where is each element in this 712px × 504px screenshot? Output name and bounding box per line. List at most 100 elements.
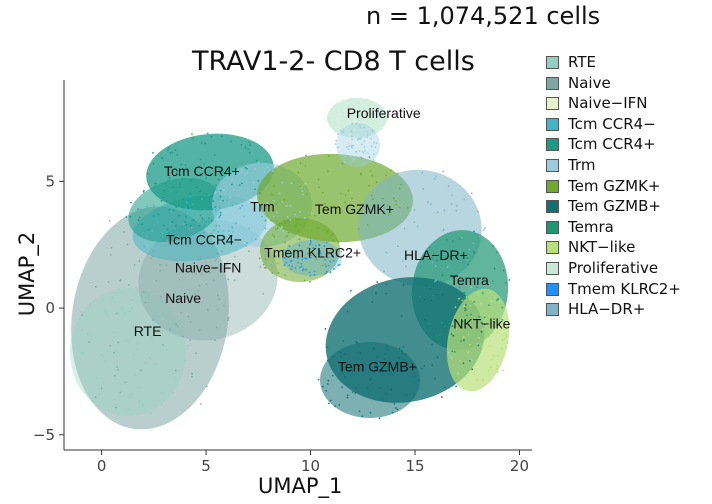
- scatter-point: [132, 227, 135, 230]
- scatter-point: [366, 136, 369, 139]
- legend-label: Trm: [568, 156, 596, 174]
- scatter-point: [488, 304, 490, 307]
- scatter-point: [299, 210, 302, 213]
- scatter-point: [304, 182, 307, 185]
- scatter-point: [142, 190, 145, 193]
- scatter-point: [411, 294, 413, 297]
- scatter-point: [455, 385, 458, 388]
- scatter-point: [425, 284, 428, 287]
- scatter-point: [501, 306, 504, 309]
- scatter-point: [199, 234, 202, 237]
- scatter-point: [276, 227, 279, 230]
- scatter-point: [350, 197, 353, 200]
- scatter-point: [175, 206, 178, 208]
- scatter-point: [496, 371, 499, 373]
- scatter-point: [451, 325, 454, 328]
- scatter-point: [116, 351, 118, 354]
- scatter-point: [368, 184, 370, 187]
- scatter-point: [219, 195, 222, 198]
- scatter-point: [195, 272, 198, 275]
- scatter-point: [333, 123, 336, 126]
- scatter-point: [88, 341, 91, 344]
- scatter-point: [169, 321, 172, 324]
- scatter-point: [330, 234, 333, 237]
- scatter-point: [163, 189, 166, 192]
- scatter-point: [227, 317, 230, 319]
- legend-label: Tem GZMK+: [568, 176, 661, 195]
- scatter-point: [142, 212, 145, 215]
- scatter-point: [176, 154, 179, 156]
- scatter-point: [349, 155, 352, 158]
- scatter-point: [348, 145, 350, 148]
- scatter-point: [465, 376, 467, 379]
- scatter-point: [81, 314, 83, 316]
- scatter-point: [410, 365, 413, 368]
- scatter-point: [389, 208, 392, 211]
- scatter-point: [483, 229, 485, 231]
- scatter-point: [344, 376, 347, 379]
- scatter-point: [388, 361, 391, 363]
- scatter-point: [393, 402, 396, 405]
- scatter-point: [337, 264, 340, 267]
- scatter-point: [296, 234, 298, 237]
- scatter-point: [377, 366, 380, 368]
- scatter-point: [359, 155, 362, 158]
- scatter-point: [402, 283, 405, 286]
- scatter-point: [184, 359, 187, 362]
- scatter-point: [353, 128, 355, 131]
- scatter-point: [344, 194, 347, 196]
- scatter-point: [263, 171, 266, 173]
- scatter-point: [372, 198, 374, 201]
- scatter-point: [351, 122, 353, 125]
- scatter-point: [178, 214, 181, 217]
- scatter-point: [317, 378, 320, 381]
- scatter-point: [363, 145, 366, 148]
- scatter-point: [301, 269, 304, 272]
- scatter-point: [264, 247, 267, 250]
- scatter-point: [341, 162, 344, 165]
- scatter-point: [105, 313, 108, 316]
- cluster-region-0: [71, 206, 229, 430]
- scatter-point: [281, 200, 284, 203]
- scatter-point: [375, 142, 378, 145]
- scatter-point: [312, 247, 315, 249]
- scatter-point: [192, 203, 194, 206]
- scatter-point: [401, 260, 404, 263]
- scatter-point: [159, 269, 162, 272]
- scatter-point: [346, 396, 349, 399]
- scatter-point: [383, 270, 385, 273]
- scatter-point: [251, 209, 254, 212]
- scatter-point: [216, 308, 219, 311]
- scatter-point: [366, 386, 369, 389]
- scatter-point: [388, 188, 391, 191]
- scatter-point: [172, 209, 175, 212]
- scatter-point: [318, 186, 320, 189]
- scatter-point: [489, 366, 492, 369]
- scatter-point: [201, 223, 204, 226]
- scatter-point: [207, 243, 210, 245]
- scatter-point: [391, 411, 394, 414]
- scatter-point: [360, 173, 363, 176]
- scatter-point: [370, 132, 373, 135]
- scatter-point: [367, 128, 370, 131]
- scatter-point: [177, 263, 179, 265]
- scatter-point: [354, 111, 357, 114]
- scatter-point: [467, 333, 470, 336]
- legend-swatch: [546, 282, 559, 296]
- scatter-point: [461, 299, 464, 302]
- scatter-point: [154, 363, 156, 365]
- scatter-point: [217, 230, 220, 233]
- scatter-point: [271, 169, 274, 172]
- scatter-point: [376, 356, 379, 358]
- scatter-point: [460, 340, 462, 342]
- scatter-point: [334, 143, 337, 145]
- scatter-point: [258, 257, 261, 260]
- legend-label: Tmem KLRC2+: [568, 279, 681, 298]
- scatter-point: [335, 207, 338, 210]
- scatter-point: [209, 221, 212, 224]
- scatter-point: [221, 271, 223, 273]
- scatter-point: [339, 351, 342, 354]
- scatter-point: [219, 211, 222, 214]
- scatter-point: [219, 214, 222, 217]
